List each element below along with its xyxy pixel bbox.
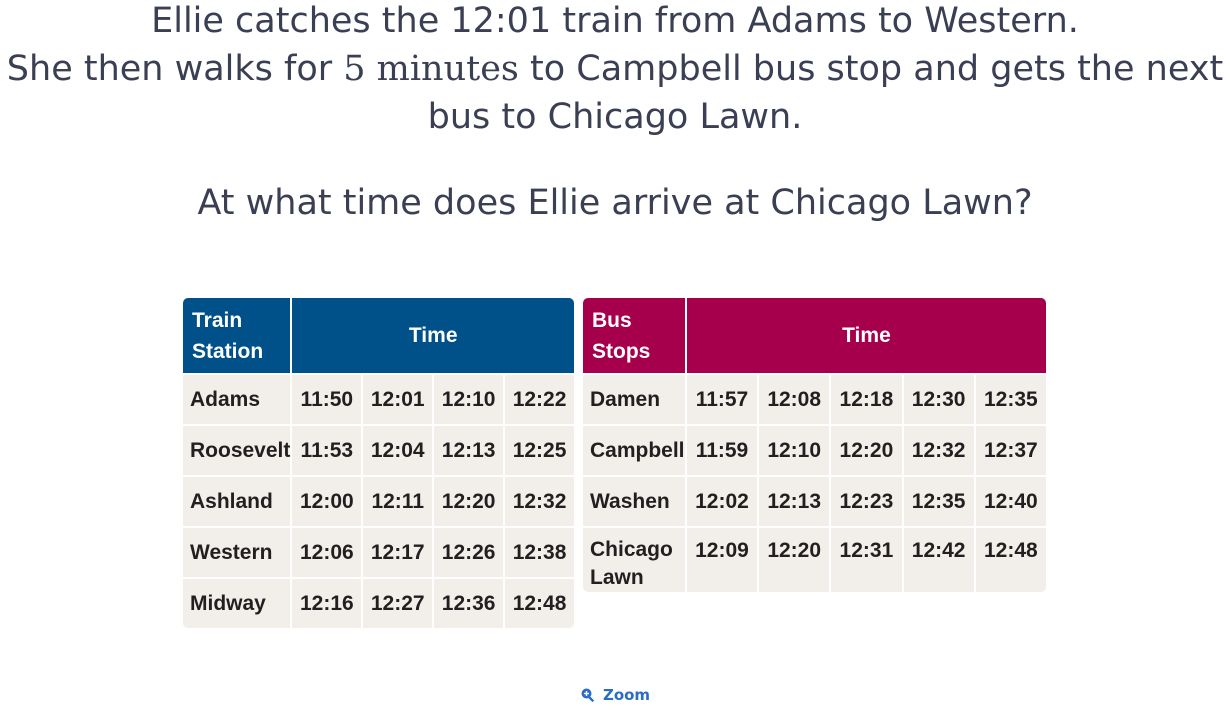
question-prompt: At what time does Ellie arrive at Chicag… <box>197 183 1033 223</box>
train-time-cell: 12:32 <box>505 475 574 526</box>
bus-time-cell: 12:20 <box>831 424 904 475</box>
question-line-2-start: She then walks for <box>6 49 344 89</box>
train-time-cell: 12:13 <box>434 424 506 475</box>
train-station-name: Adams <box>183 373 293 424</box>
train-time-cell: 12:26 <box>434 526 506 577</box>
bus-stop-name-line-1: Washen <box>590 489 670 513</box>
train-time-cell: 11:53 <box>292 424 364 475</box>
question-line-2: She then walks for 5 minutes to Campbell… <box>0 45 1230 93</box>
train-station-name: Western <box>183 526 293 577</box>
bus-time-cell: 12:40 <box>975 475 1046 526</box>
bus-time-header: Time <box>686 298 1046 373</box>
train-row: Adams 11:50 12:01 12:10 12:22 <box>183 373 574 424</box>
bus-time-cell: 12:30 <box>903 373 976 424</box>
bus-time-cell: 12:35 <box>975 373 1046 424</box>
bus-time-cell: 12:08 <box>759 373 832 424</box>
train-time-cell: 12:25 <box>505 424 574 475</box>
bus-row: Damen 11:57 12:08 12:18 12:30 12:35 <box>583 373 1046 424</box>
question-line-2-end: to Campbell bus stop and gets the next <box>518 49 1224 89</box>
train-station-name: Roosevelt <box>183 424 293 475</box>
bus-time-cell: 11:59 <box>686 424 760 475</box>
train-time-cell: 12:16 <box>292 577 364 628</box>
train-time-cell: 12:48 <box>505 577 574 628</box>
train-header-line-2: Station <box>192 339 264 363</box>
bus-time-cell: 12:37 <box>975 424 1046 475</box>
train-row: Midway 12:16 12:27 12:36 12:48 <box>183 577 574 628</box>
train-row: Western 12:06 12:17 12:26 12:38 <box>183 526 574 577</box>
bus-stop-name: Washen <box>583 475 687 526</box>
bus-header-line-2: Stops <box>592 339 651 363</box>
bus-time-cell: 12:23 <box>831 475 904 526</box>
zoom-control: Zoom <box>0 686 1230 707</box>
train-time-cell: 12:22 <box>505 373 574 424</box>
bus-header-line-1: Bus <box>592 308 632 332</box>
train-station-header: Train Station <box>183 298 293 373</box>
train-time-cell: 12:01 <box>363 373 435 424</box>
bus-stop-header: Bus Stops <box>583 298 687 373</box>
bus-time-cell: 12:35 <box>903 475 976 526</box>
train-time-header: Time <box>292 298 574 373</box>
question-text: Ellie catches the 12:01 train from Adams… <box>0 0 1230 262</box>
train-time-cell: 12:36 <box>434 577 506 628</box>
bus-time-cell: 12:10 <box>759 424 832 475</box>
bus-stop-name: Chicago Lawn <box>583 526 687 592</box>
train-timetable: Train Station Time Adams 11:50 12:01 12:10 1… <box>183 298 574 628</box>
bus-stop-name-line-2: Lawn <box>590 566 644 589</box>
train-time-cell: 12:20 <box>434 475 506 526</box>
question-line-1: Ellie catches the 12:01 train from Adams… <box>151 1 1079 41</box>
bus-time-cell: 12:02 <box>686 475 760 526</box>
bus-stop-name: Campbell <box>583 424 687 475</box>
train-time-cell: 12:38 <box>505 526 574 577</box>
train-time-cell: 12:04 <box>363 424 435 475</box>
bus-row: Washen 12:02 12:13 12:23 12:35 12:40 <box>583 475 1046 526</box>
train-row: Ashland 12:00 12:11 12:20 12:32 <box>183 475 574 526</box>
bus-time-cell: 12:20 <box>759 526 832 592</box>
train-time-cell: 11:50 <box>292 373 364 424</box>
zoom-in-icon <box>580 687 596 703</box>
bus-time-cell: 11:57 <box>686 373 760 424</box>
bus-time-cell: 12:18 <box>831 373 904 424</box>
train-time-cell: 12:27 <box>363 577 435 628</box>
bus-stop-name-line-1: Chicago <box>590 538 673 561</box>
bus-time-cell: 12:13 <box>759 475 832 526</box>
bus-time-cell: 12:32 <box>903 424 976 475</box>
bus-time-cell: 12:42 <box>903 526 976 592</box>
walk-duration: 5 minutes <box>343 49 519 89</box>
bus-time-cell: 12:31 <box>831 526 904 592</box>
bus-stop-name-line-1: Campbell <box>590 438 685 462</box>
train-row: Roosevelt 11:53 12:04 12:13 12:25 <box>183 424 574 475</box>
bus-row: Campbell 11:59 12:10 12:20 12:32 12:37 <box>583 424 1046 475</box>
bus-row: Chicago Lawn 12:09 12:20 12:31 12:42 12:48 <box>583 526 1046 592</box>
train-time-cell: 12:17 <box>363 526 435 577</box>
bus-stop-name-line-1: Damen <box>590 387 661 411</box>
zoom-button[interactable]: Zoom <box>580 686 650 704</box>
train-station-name: Midway <box>183 577 293 628</box>
bus-time-cell: 12:48 <box>975 526 1046 592</box>
zoom-label: Zoom <box>602 686 651 704</box>
train-header-line-1: Train <box>192 308 243 332</box>
train-time-cell: 12:10 <box>434 373 506 424</box>
train-time-cell: 12:11 <box>363 475 435 526</box>
bus-stop-name: Damen <box>583 373 687 424</box>
train-station-name: Ashland <box>183 475 293 526</box>
question-line-3: bus to Chicago Lawn. <box>427 97 803 137</box>
train-time-cell: 12:06 <box>292 526 364 577</box>
bus-timetable: Bus Stops Time Damen 11:57 12:08 12:18 12:30… <box>583 298 1046 592</box>
bus-time-cell: 12:09 <box>686 526 760 592</box>
train-time-cell: 12:00 <box>292 475 364 526</box>
